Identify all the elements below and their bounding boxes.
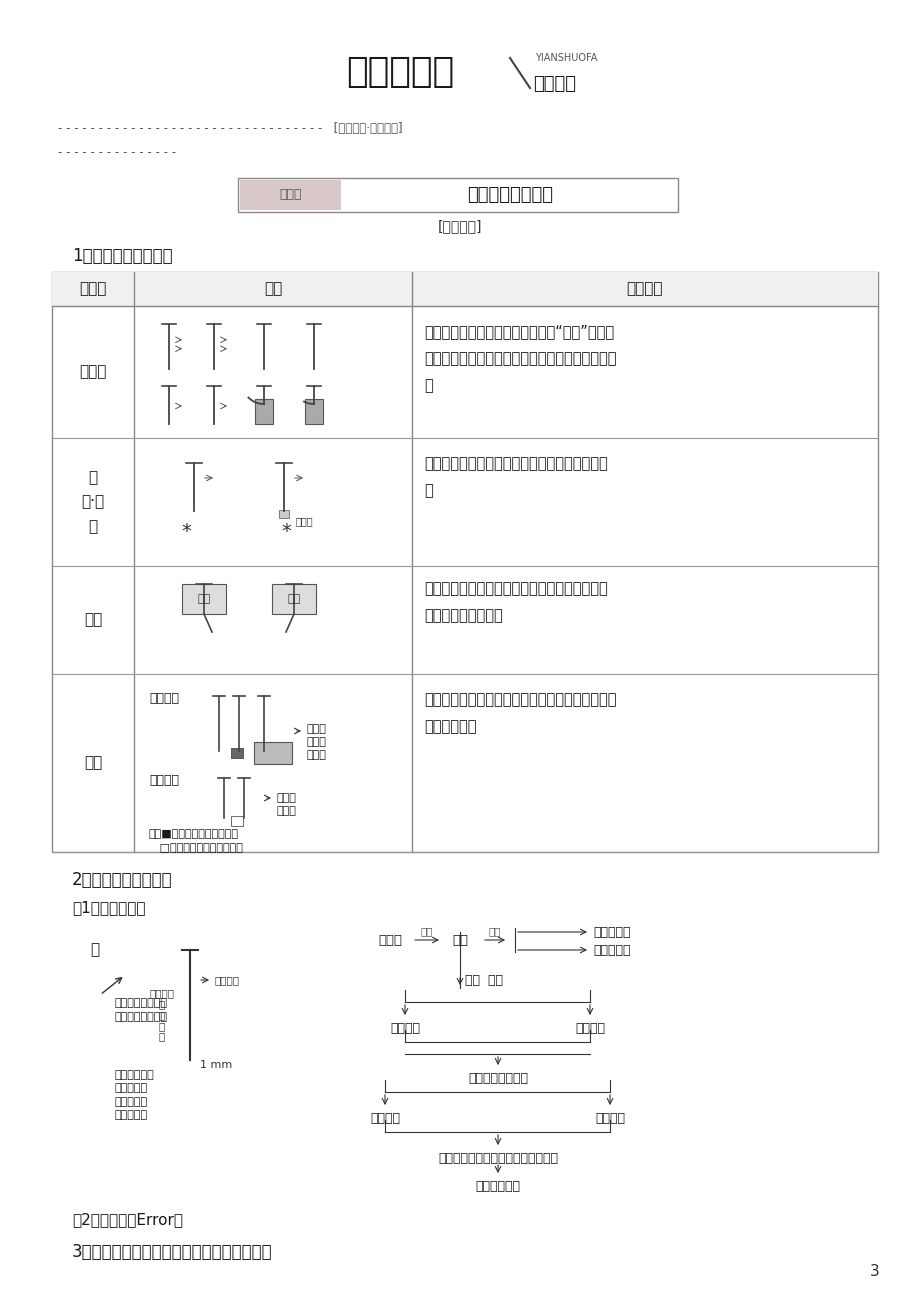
Text: 尖端以下（不
感光，生长
素只可极向
向下运输）: 尖端以下（不 感光，生长 素只可极向 向下运输）: [115, 1070, 154, 1120]
Bar: [231, 749, 243, 758]
Text: 生长不均匀，背光侧生长快于向光侧: 生长不均匀，背光侧生长快于向光侧: [437, 1151, 558, 1164]
Bar: [182, 585, 226, 615]
Text: 餒
森·訹
森: 餒 森·訹 森: [82, 470, 105, 534]
Text: 光: 光: [90, 943, 99, 957]
Text: 对照组：: 对照组：: [149, 773, 179, 786]
Text: 课堂研考点: 课堂研考点: [346, 55, 454, 89]
Text: 1．生长素的发现过程: 1．生长素的发现过程: [72, 247, 173, 266]
Bar: [254, 742, 291, 764]
Text: 横向运输: 横向运输: [574, 1022, 605, 1035]
Text: 单侧光: 单侧光: [378, 934, 402, 947]
Text: 注：■表示含生长素的琼脂块
   □表示不含生长素的琼脂块: 注：■表示含生长素的琼脂块 □表示不含生长素的琼脂块: [149, 829, 243, 853]
Text: 科学家: 科学家: [79, 281, 107, 297]
Text: 实验结论: 实验结论: [626, 281, 663, 297]
Text: 温特: 温特: [84, 755, 102, 771]
Text: 琼脂片: 琼脂片: [296, 516, 313, 526]
Text: 弯向放
琼脂块
的对侧: 弯向放 琼脂块 的对侧: [307, 724, 326, 760]
Text: 实验: 实验: [264, 281, 282, 297]
Text: 达尔文: 达尔文: [79, 365, 107, 379]
Text: 生长素分布不均匀: 生长素分布不均匀: [468, 1072, 528, 1085]
Bar: [52, 272, 877, 852]
Text: 横向运输
极
性
运
输: 横向运输 极 性 运 输: [149, 988, 175, 1042]
Text: 尖端（能感光，生
长素可横向运输）: 尖端（能感光，生 长素可横向运输）: [115, 999, 168, 1022]
Text: *: *: [181, 522, 191, 540]
Text: YIANSHUOFA: YIANSHUOFA: [535, 53, 596, 62]
Text: 极性运输: 极性运输: [390, 1022, 420, 1035]
Text: 2．植物向光性的原因: 2．植物向光性的原因: [72, 871, 173, 889]
Text: 向光侧少: 向光侧少: [595, 1112, 624, 1125]
Bar: [52, 272, 877, 306]
Text: 3．不同处理条件下植物向性运动的结果分析: 3．不同处理条件下植物向性运动的结果分析: [72, 1243, 272, 1262]
Bar: [231, 816, 243, 825]
Text: - - - - - - - - - - - - - - -: - - - - - - - - - - - - - - -: [58, 146, 176, 159]
Text: 黑暗: 黑暗: [287, 594, 301, 604]
Text: 胚芽鞘尖端产生的影响可以透过琼脂片传递给下
部: 胚芽鞘尖端产生的影响可以透过琼脂片传递给下 部: [424, 456, 607, 497]
Text: 向光弯曲生长: 向光弯曲生长: [475, 1180, 520, 1193]
Text: - - - - - - - - - - - - - - - - - - - - - - - - - - - - - - - - -   [高频考点·讲练悟通]: - - - - - - - - - - - - - - - - - - - - …: [58, 121, 403, 134]
Text: 要点一: 要点一: [279, 189, 301, 202]
Text: 胚芽鞘的弯曲生长是因为尖端产生的影响在其下
部分布不均匀造成的: 胚芽鞘的弯曲生长是因为尖端产生的影响在其下 部分布不均匀造成的: [424, 581, 607, 622]
Bar: [305, 398, 323, 424]
Text: 不生长
不弯曲: 不生长 不弯曲: [277, 793, 297, 816]
Text: 造成胚芽鞘弯曲的是一种化学物质，并把这种物质
命名为生长素: 造成胚芽鞘弯曲的是一种化学物质，并把这种物质 命名为生长素: [424, 691, 616, 734]
Text: 黑暗: 黑暗: [198, 594, 210, 604]
Text: [关键点拨]: [关键点拨]: [437, 219, 482, 233]
Text: 背光侧多: 背光侧多: [369, 1112, 400, 1125]
Text: 作用: 作用: [488, 926, 501, 936]
Text: 1 mm: 1 mm: [199, 1060, 232, 1070]
Text: 尖端: 尖端: [451, 934, 468, 947]
Bar: [240, 180, 341, 210]
Text: 拜尔: 拜尔: [84, 612, 102, 628]
Text: 产生生长素: 产生生长素: [593, 926, 630, 939]
Text: 横向运输: 横向运输: [215, 975, 240, 986]
Text: 影响  运输: 影响 运输: [464, 974, 503, 987]
Text: （2）归纳总结Error！: （2）归纳总结Error！: [72, 1212, 183, 1228]
Bar: [238, 178, 677, 212]
Bar: [272, 585, 315, 615]
Text: *: *: [281, 522, 290, 540]
Text: 胚芽鞘尖端受单侧光照射产生某种“影响”并向下
面的伸长区传递，造成伸长区背光面比向光面生长
快: 胚芽鞘尖端受单侧光照射产生某种“影响”并向下 面的伸长区传递，造成伸长区背光面比…: [424, 324, 616, 393]
Bar: [255, 398, 273, 424]
Text: 刷激: 刷激: [420, 926, 433, 936]
Text: 植物生长素的发现: 植物生长素的发现: [467, 186, 553, 204]
Text: 以案说法: 以案说法: [532, 76, 575, 92]
Text: 实验组：: 实验组：: [149, 691, 179, 704]
Bar: [278, 510, 289, 518]
Text: 3: 3: [869, 1264, 879, 1280]
Text: （1）原因分析：: （1）原因分析：: [72, 901, 145, 915]
Text: 感受单侧光: 感受单侧光: [593, 944, 630, 957]
